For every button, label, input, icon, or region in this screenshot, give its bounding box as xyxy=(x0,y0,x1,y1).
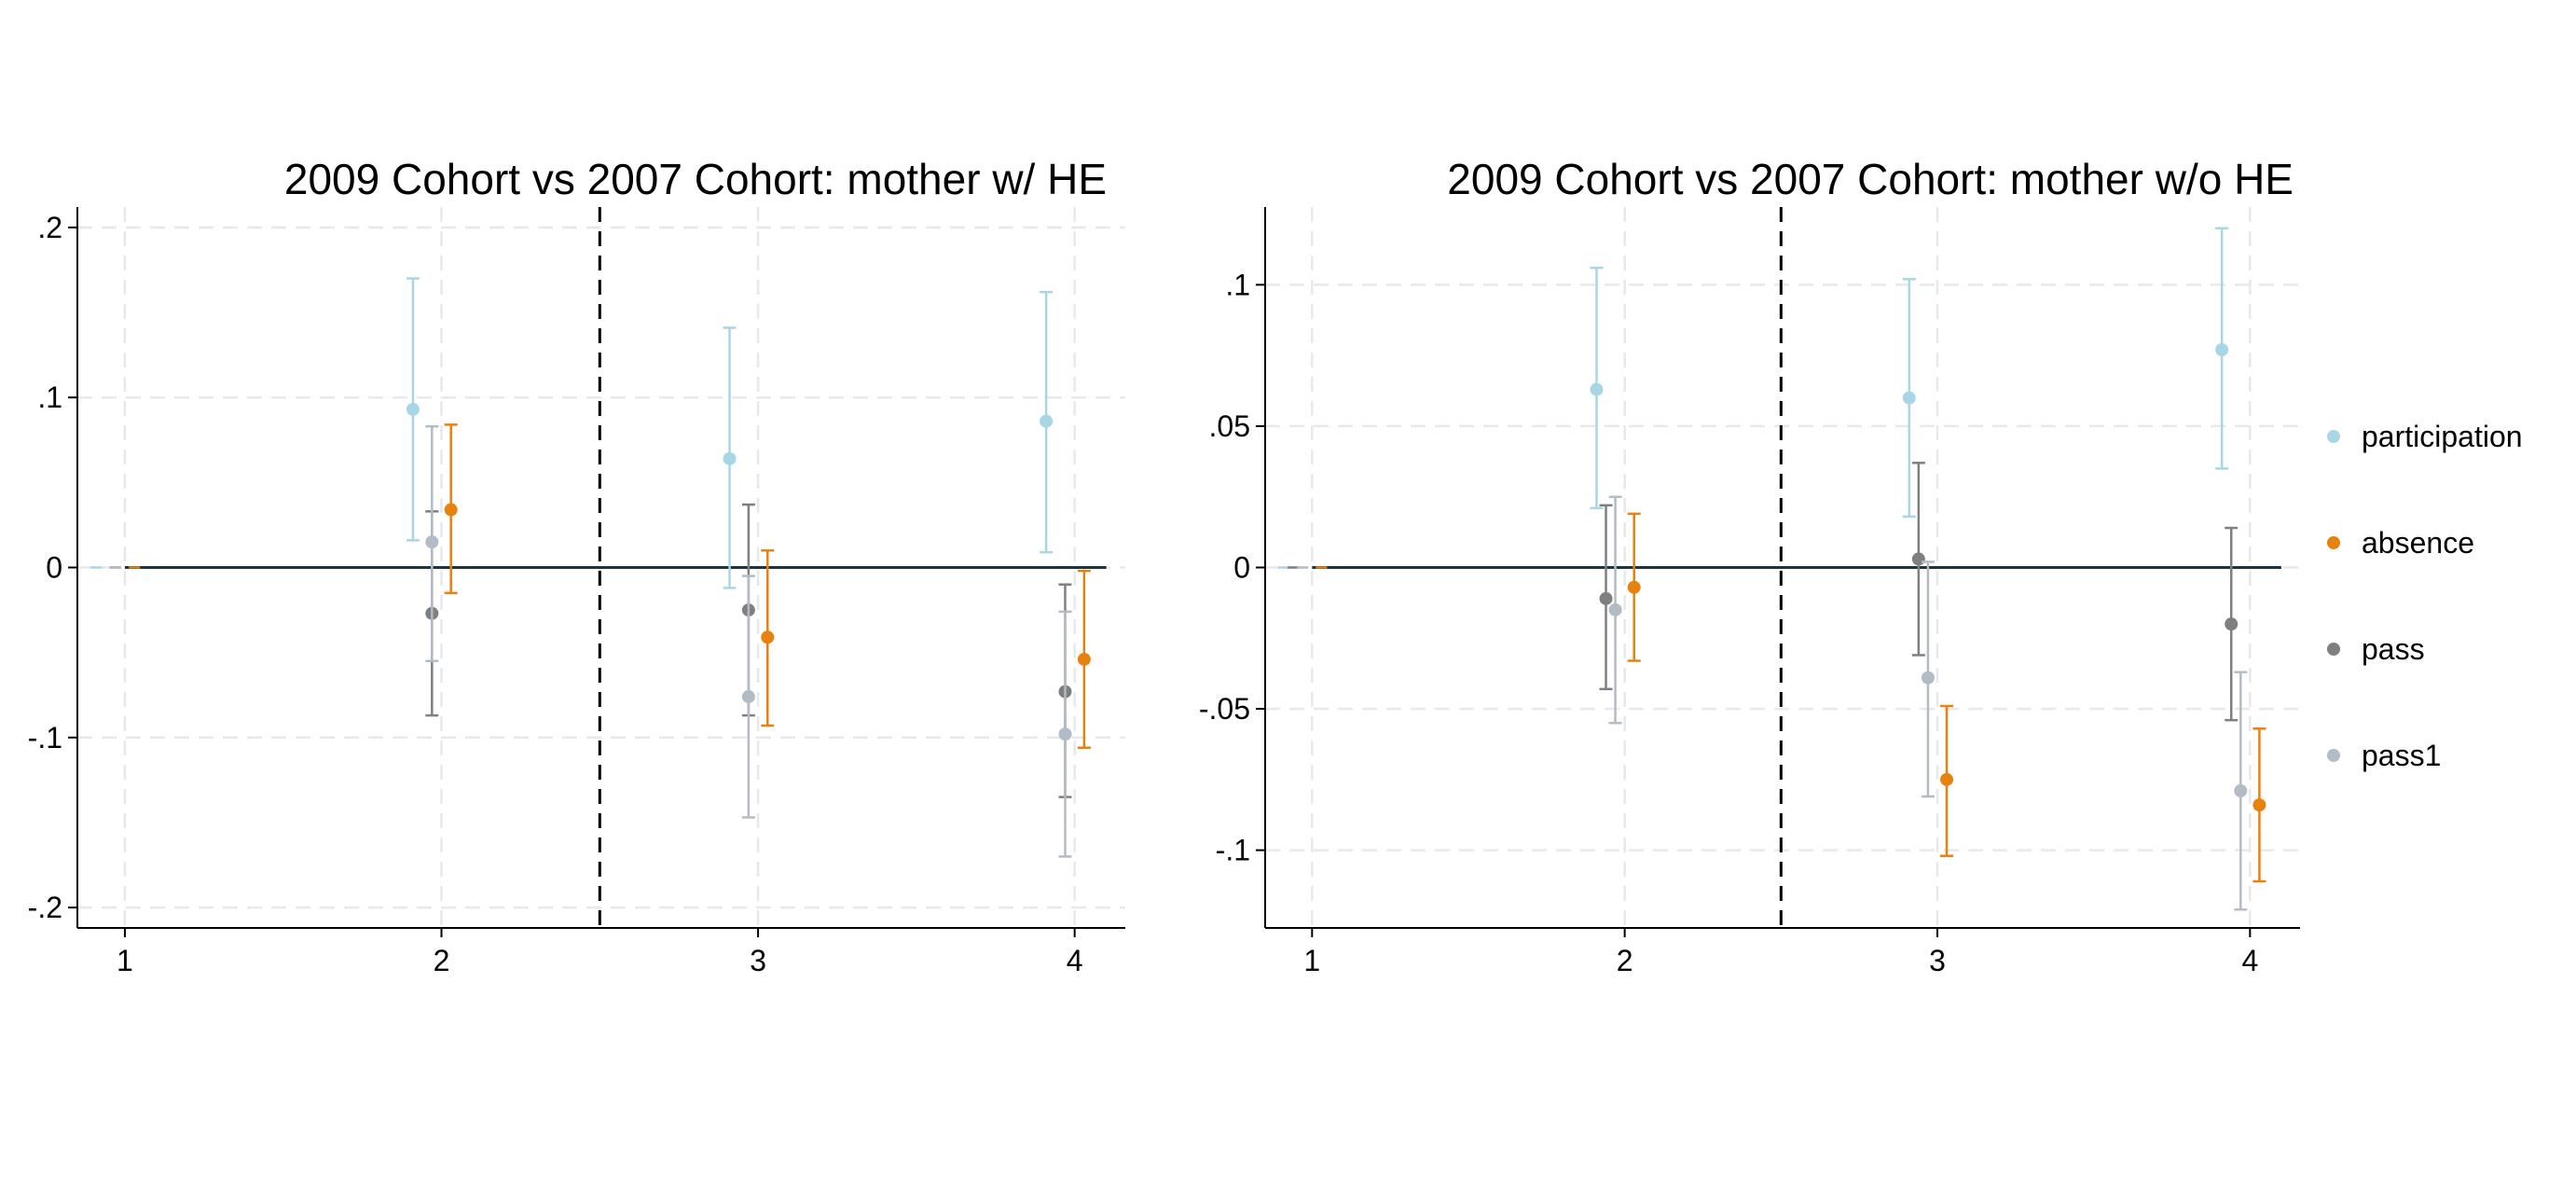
left-absence-point xyxy=(444,503,458,517)
right-absence-point xyxy=(1940,772,1954,786)
left-y-tick-label: -.1 xyxy=(28,721,62,754)
right-y-tick-label: -.1 xyxy=(1216,834,1250,867)
right-y-tick-label: 0 xyxy=(1233,551,1250,585)
legend-marker-participation xyxy=(2327,430,2340,443)
right-y-tick-label: .1 xyxy=(1225,268,1250,301)
left-x-tick-label: 4 xyxy=(1067,944,1083,977)
left-series-pass xyxy=(109,503,1072,798)
left-chart-title: 2009 Cohort vs 2007 Cohort: mother w/ HE xyxy=(284,155,1107,203)
legend-label-absence: absence xyxy=(2362,526,2474,560)
right-chart-title: 2009 Cohort vs 2007 Cohort: mother w/o H… xyxy=(1447,155,2294,203)
left-series-pass1 xyxy=(109,424,1072,858)
legend: participation absence pass pass1 xyxy=(2327,420,2523,772)
right-x-tick-label: 4 xyxy=(2241,944,2258,977)
left-x-tick-label: 2 xyxy=(434,944,450,977)
right-x-tick-label: 1 xyxy=(1303,944,1320,977)
legend-label-pass: pass xyxy=(2362,632,2425,666)
left-y-tick-label: 0 xyxy=(46,551,62,585)
right-pass-point xyxy=(1599,591,1613,605)
right-absence-point xyxy=(2252,798,2266,812)
left-pass1-point xyxy=(1058,727,1072,741)
left-pass1-point xyxy=(741,690,755,704)
right-absence-point xyxy=(1627,580,1641,594)
left-participation-point xyxy=(723,451,737,465)
legend-marker-pass xyxy=(2327,643,2340,656)
left-series-participation xyxy=(90,277,1054,589)
left-x-tick-label: 1 xyxy=(117,944,133,977)
right-series-absence xyxy=(1316,512,2266,883)
left-y-tick-label: -.2 xyxy=(28,891,62,924)
right-series-participation xyxy=(1278,227,2229,569)
right-pass-point xyxy=(1911,552,1925,566)
left-absence-point xyxy=(761,630,775,644)
left-participation-point xyxy=(406,402,420,416)
legend-marker-absence xyxy=(2327,536,2340,549)
left-y-tick-label: .2 xyxy=(37,211,62,244)
right-pass1-point xyxy=(1608,602,1622,616)
right-participation-point xyxy=(1902,391,1916,405)
left-y-tick-label: .1 xyxy=(37,381,62,414)
right-series-pass1 xyxy=(1297,495,2248,911)
left-series-absence xyxy=(129,423,1091,749)
left-participation-point xyxy=(1040,414,1054,428)
right-y-tick-label: .05 xyxy=(1209,409,1250,443)
legend-label-pass1: pass1 xyxy=(2362,739,2441,772)
right-y-tick-label: -.05 xyxy=(1199,692,1250,726)
right-pass-point xyxy=(2225,617,2239,631)
left-pass1-point xyxy=(425,535,439,549)
legend-label-participation: participation xyxy=(2362,420,2523,453)
right-participation-point xyxy=(2215,343,2229,357)
right-x-tick-label: 2 xyxy=(1617,944,1633,977)
right-series-pass xyxy=(1288,462,2239,722)
right-chart-panel: 2009 Cohort vs 2007 Cohort: mother w/o H… xyxy=(1199,155,2300,977)
right-pass1-point xyxy=(2234,783,2248,797)
right-pass1-point xyxy=(1921,671,1935,685)
right-participation-point xyxy=(1590,382,1604,396)
left-chart-panel: 2009 Cohort vs 2007 Cohort: mother w/ HE… xyxy=(28,155,1125,977)
left-x-tick-label: 3 xyxy=(750,944,766,977)
legend-marker-pass1 xyxy=(2327,749,2340,762)
right-x-tick-label: 3 xyxy=(1929,944,1946,977)
left-absence-point xyxy=(1077,652,1091,666)
